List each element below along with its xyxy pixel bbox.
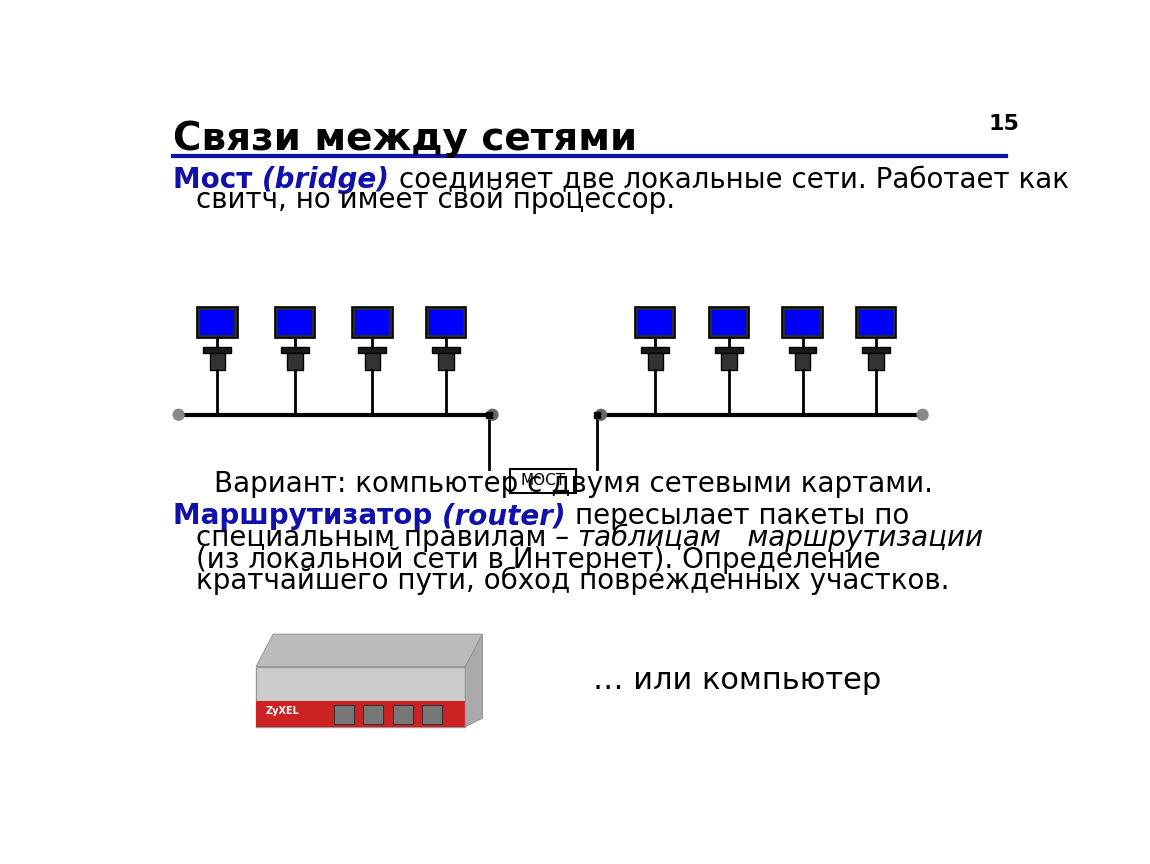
FancyBboxPatch shape	[795, 353, 811, 370]
Bar	[595, 411, 600, 418]
FancyBboxPatch shape	[281, 347, 309, 353]
FancyBboxPatch shape	[868, 353, 884, 370]
FancyBboxPatch shape	[782, 307, 822, 338]
FancyBboxPatch shape	[429, 310, 463, 334]
Bar	[422, 705, 442, 723]
FancyBboxPatch shape	[288, 353, 302, 370]
FancyBboxPatch shape	[635, 307, 675, 338]
FancyBboxPatch shape	[708, 307, 749, 338]
FancyBboxPatch shape	[209, 353, 225, 370]
FancyBboxPatch shape	[856, 307, 896, 338]
FancyBboxPatch shape	[721, 353, 737, 370]
Bar	[485, 411, 492, 418]
Text: Связи между сетями: Связи между сетями	[174, 120, 637, 158]
Text: Маршрутизатор: Маршрутизатор	[174, 502, 442, 530]
Text: свитч, но имеет свой процессор.: свитч, но имеет свой процессор.	[197, 186, 675, 214]
FancyBboxPatch shape	[785, 310, 820, 334]
FancyBboxPatch shape	[275, 307, 315, 338]
Text: (bridge): (bridge)	[262, 166, 399, 194]
Text: кратчайшего пути, обход поврежденных участков.: кратчайшего пути, обход поврежденных уча…	[197, 567, 950, 595]
Text: специальным правилам –: специальным правилам –	[197, 524, 578, 552]
FancyBboxPatch shape	[642, 347, 669, 353]
FancyBboxPatch shape	[352, 307, 392, 338]
FancyBboxPatch shape	[509, 468, 576, 493]
FancyBboxPatch shape	[365, 353, 381, 370]
FancyBboxPatch shape	[426, 307, 466, 338]
FancyBboxPatch shape	[200, 310, 235, 334]
Text: ZyXEL: ZyXEL	[266, 706, 299, 716]
FancyBboxPatch shape	[712, 310, 746, 334]
FancyBboxPatch shape	[432, 347, 460, 353]
FancyBboxPatch shape	[715, 347, 743, 353]
FancyBboxPatch shape	[256, 701, 466, 727]
Text: Мост: Мост	[174, 166, 262, 194]
Circle shape	[918, 410, 928, 420]
FancyBboxPatch shape	[789, 347, 816, 353]
FancyBboxPatch shape	[647, 353, 664, 370]
Circle shape	[488, 410, 498, 420]
FancyBboxPatch shape	[638, 310, 673, 334]
FancyBboxPatch shape	[359, 347, 386, 353]
Circle shape	[174, 410, 184, 420]
Text: … или компьютер: … или компьютер	[593, 666, 882, 695]
FancyBboxPatch shape	[862, 347, 890, 353]
Text: соединяет две локальные сети. Работает как: соединяет две локальные сети. Работает к…	[399, 166, 1068, 194]
Text: (из локальной сети в Интернет). Определение: (из локальной сети в Интернет). Определе…	[197, 545, 881, 574]
FancyBboxPatch shape	[438, 353, 454, 370]
Polygon shape	[466, 634, 483, 727]
Circle shape	[596, 410, 606, 420]
FancyBboxPatch shape	[256, 666, 466, 727]
Text: Вариант: компьютер с двумя сетевыми картами.: Вариант: компьютер с двумя сетевыми карт…	[214, 470, 933, 498]
Text: МОСТ: МОСТ	[520, 473, 566, 488]
Bar	[334, 705, 354, 723]
Polygon shape	[256, 634, 483, 666]
Text: таблицам   маршрутизации: таблицам маршрутизации	[578, 524, 983, 552]
Bar	[392, 705, 413, 723]
Text: пересылает пакеты по: пересылает пакеты по	[575, 502, 910, 530]
FancyBboxPatch shape	[355, 310, 390, 334]
Text: 15: 15	[989, 114, 1019, 134]
FancyBboxPatch shape	[198, 307, 238, 338]
FancyBboxPatch shape	[278, 310, 312, 334]
FancyBboxPatch shape	[204, 347, 231, 353]
Text: (router): (router)	[442, 502, 575, 530]
Bar	[363, 705, 383, 723]
FancyBboxPatch shape	[859, 310, 894, 334]
